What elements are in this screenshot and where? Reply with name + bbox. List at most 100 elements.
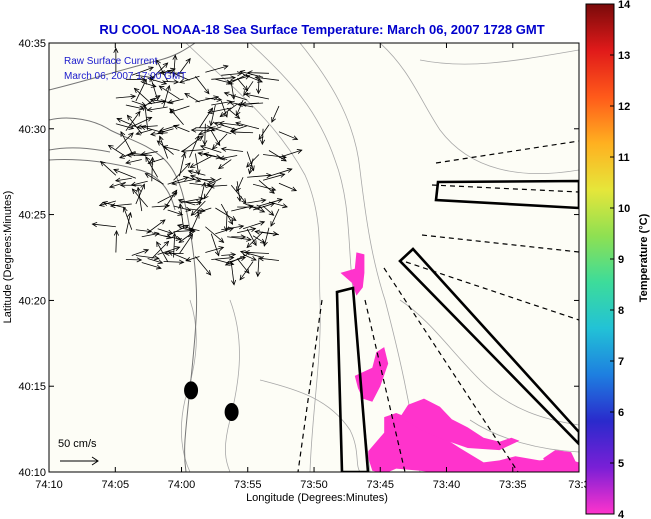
colorbar-tick-label-4: 8 <box>618 305 624 317</box>
current-arrowhead-71 <box>169 108 175 114</box>
y-tick-label-3: 40:25 <box>18 210 46 222</box>
current-arrowhead-239 <box>258 256 265 262</box>
current-arrow-7 <box>157 68 176 75</box>
current-arrow-222 <box>179 234 193 254</box>
colorbar-tick-label-10: 14 <box>618 0 631 11</box>
current-arrowhead-16 <box>222 64 229 70</box>
current-arrowhead-72 <box>158 127 165 133</box>
current-arrowhead-100 <box>156 140 163 146</box>
current-arrow-29 <box>255 76 280 81</box>
current-arrowhead-63 <box>146 116 153 122</box>
current-arrow-112 <box>219 155 238 160</box>
sensor-marker-0 <box>184 381 199 400</box>
current-arrow-87 <box>235 122 260 130</box>
current-arrow-183 <box>123 207 133 230</box>
current-arrowhead-138 <box>189 174 196 180</box>
current-arrowhead-237 <box>255 271 261 278</box>
current-arrowhead-40 <box>149 97 156 103</box>
current-arrow-97 <box>141 151 158 155</box>
colorbar-label: Temperature (°C) <box>638 213 650 302</box>
current-arrowhead-98 <box>158 135 164 142</box>
current-arrow-180 <box>92 223 116 228</box>
current-arrow-93 <box>120 131 133 153</box>
current-arrowhead-216 <box>157 259 164 265</box>
current-arrow-225 <box>195 256 211 276</box>
current-arrow-94 <box>125 159 142 164</box>
current-arrow-59 <box>271 105 280 123</box>
current-arrowhead-64 <box>126 114 133 121</box>
current-arrow-46 <box>205 97 222 101</box>
current-arrow-44 <box>184 93 200 103</box>
current-arrowhead-10 <box>172 54 178 61</box>
current-arrowhead-147 <box>269 188 275 194</box>
current-arrowhead-183 <box>122 206 128 213</box>
current-arrowhead-93 <box>120 131 126 137</box>
current-arrow-28 <box>247 72 269 74</box>
current-arrow-30 <box>115 95 136 99</box>
current-arrow-233 <box>225 254 248 266</box>
current-arrow-176 <box>262 205 274 216</box>
current-arrow-43 <box>169 105 190 113</box>
current-arrowhead-171 <box>223 226 229 232</box>
current-arrow-236 <box>240 251 264 258</box>
current-arrowhead-145 <box>270 186 277 192</box>
current-arrow-206 <box>246 231 264 248</box>
current-arrowhead-108 <box>189 163 196 168</box>
current-arrow-190 <box>173 230 194 233</box>
current-arrowhead-144 <box>236 186 241 193</box>
current-arrowhead-52 <box>219 112 226 118</box>
current-arrowhead-151 <box>102 200 108 206</box>
current-arrow-143 <box>247 174 272 178</box>
current-arrow-127 <box>145 156 159 178</box>
current-arrow-106 <box>181 149 206 152</box>
current-arrow-120 <box>100 161 117 176</box>
current-arrow-136 <box>188 170 206 176</box>
current-arrowhead-49 <box>223 111 228 118</box>
current-arrowhead-90 <box>128 132 134 138</box>
current-arrow-229 <box>221 253 236 256</box>
current-arrowhead-188 <box>183 224 190 230</box>
current-arrowhead-35 <box>133 87 140 94</box>
current-arrowhead-94 <box>125 159 132 165</box>
current-arrowhead-47 <box>209 120 215 127</box>
current-arrow-159 <box>163 190 178 211</box>
current-arrowhead-127 <box>145 156 151 162</box>
current-arrowhead-65 <box>135 130 142 136</box>
current-arrow-154 <box>137 187 143 212</box>
current-arrowhead-224 <box>185 256 192 262</box>
current-arrowhead-102 <box>162 145 169 151</box>
current-arrow-65 <box>136 129 152 135</box>
current-arrowhead-55 <box>229 100 235 106</box>
current-arrow-179 <box>270 208 280 227</box>
current-arrowhead-214 <box>155 264 162 270</box>
current-arrowhead-209 <box>254 229 261 235</box>
current-arrow-142 <box>236 181 241 202</box>
current-arrow-148 <box>268 168 292 177</box>
current-arrowhead-120 <box>99 160 106 167</box>
current-arrow-67 <box>137 125 158 128</box>
current-arrowhead-213 <box>143 248 150 254</box>
current-arrowhead-135 <box>171 180 178 186</box>
current-arrowhead-28 <box>246 70 253 76</box>
colorbar-tick-label-8: 12 <box>618 101 630 113</box>
current-arrowhead-235 <box>239 274 245 281</box>
current-arrow-130 <box>173 162 191 181</box>
current-arrowhead-42 <box>158 85 165 91</box>
current-arrowhead-7 <box>170 67 176 73</box>
bathymetry-contour-0 <box>185 43 321 472</box>
current-arrow-116 <box>263 154 287 158</box>
current-arrowhead-88 <box>258 134 264 140</box>
current-arrowhead-218 <box>156 241 162 247</box>
current-arrowhead-37 <box>149 76 155 83</box>
current-arrowhead-125 <box>149 156 155 163</box>
x-tick-label-5: 73:45 <box>366 479 394 491</box>
current-arrowhead-46 <box>216 96 223 102</box>
current-arrowhead-51 <box>234 113 241 119</box>
current-arrow-168 <box>196 207 212 214</box>
current-arrow-57 <box>237 102 259 106</box>
current-arrowhead-233 <box>224 260 231 266</box>
current-arrowhead-82 <box>213 121 220 127</box>
current-arrowhead-23 <box>227 79 234 85</box>
x-tick-label-6: 73:40 <box>433 479 461 491</box>
